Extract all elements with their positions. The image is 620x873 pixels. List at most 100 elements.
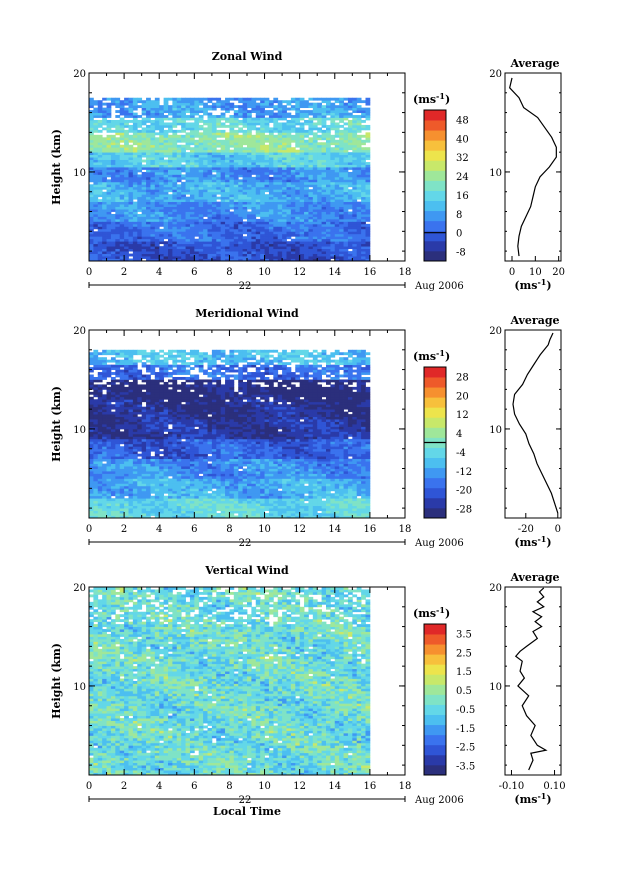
heatmap-cell xyxy=(299,97,305,101)
heatmap-cell xyxy=(172,258,178,262)
heatmap-cell xyxy=(290,196,296,200)
heatmap-cell xyxy=(141,451,147,455)
heatmap-cell xyxy=(207,236,213,240)
heatmap-cell xyxy=(238,105,244,109)
heatmap-cell xyxy=(220,226,226,230)
heatmap-cell xyxy=(238,186,244,190)
heatmap-cell xyxy=(247,176,252,180)
heatmap-cell xyxy=(299,238,305,242)
heatmap-cell xyxy=(339,214,344,217)
heatmap-cell xyxy=(93,211,99,215)
heatmap-cell xyxy=(361,164,366,168)
heatmap-cell xyxy=(146,218,151,222)
heatmap-cell xyxy=(168,238,173,242)
heatmap-cell xyxy=(141,453,147,457)
heatmap-cell xyxy=(194,248,200,252)
heatmap-cell xyxy=(251,241,257,245)
heatmap-cell xyxy=(339,238,344,242)
heatmap-cell xyxy=(304,186,309,190)
colorbar-swatch xyxy=(424,210,446,222)
heatmap-cell xyxy=(124,369,129,373)
heatmap-cell xyxy=(317,241,323,245)
heatmap-cell xyxy=(260,139,265,143)
heatmap-cell xyxy=(172,97,178,101)
heatmap-cell xyxy=(203,129,208,133)
heatmap-cell xyxy=(334,256,340,259)
heatmap-cell xyxy=(356,196,362,200)
heatmap-cell xyxy=(119,211,125,215)
heatmap-cell xyxy=(264,97,270,101)
heatmap-cell xyxy=(146,508,151,511)
heatmap-cell xyxy=(273,221,279,225)
heatmap-cell xyxy=(189,169,195,173)
heatmap-cell xyxy=(347,142,353,146)
heatmap-cell xyxy=(255,189,261,193)
heatmap-cell xyxy=(317,184,323,188)
heatmap-cell xyxy=(251,231,257,235)
heatmap-cell xyxy=(290,211,296,215)
heatmap-cell xyxy=(251,196,257,200)
colorbar-swatch xyxy=(424,170,446,181)
heatmap-cell xyxy=(89,483,94,487)
heatmap-cell xyxy=(93,127,99,131)
heatmap-cell xyxy=(312,241,318,245)
heatmap-cell xyxy=(225,171,230,175)
heatmap-cell xyxy=(124,473,129,477)
heatmap-cell xyxy=(119,243,125,247)
heatmap-cell xyxy=(181,238,186,242)
heatmap-cell xyxy=(97,102,103,106)
heatmap-cell xyxy=(290,228,296,232)
heatmap-cell xyxy=(312,142,318,146)
heatmap-cell xyxy=(225,107,230,111)
heatmap-cell xyxy=(207,248,213,252)
heatmap-cell xyxy=(203,233,208,237)
heatmap-cell xyxy=(106,137,112,141)
heatmap-cell xyxy=(128,401,134,405)
heatmap-cell xyxy=(282,221,287,225)
heatmap-cell xyxy=(141,209,147,212)
heatmap-cell xyxy=(93,458,99,462)
heatmap-cell xyxy=(141,424,147,427)
heatmap-cell xyxy=(321,196,327,200)
heatmap-cell xyxy=(251,110,257,113)
heatmap-cell xyxy=(154,199,160,203)
heatmap-cell xyxy=(119,189,125,193)
heatmap-cell xyxy=(93,159,99,163)
heatmap-cell xyxy=(146,214,151,217)
heatmap-cell xyxy=(93,223,99,227)
heatmap-cell xyxy=(203,112,208,116)
heatmap-cell xyxy=(211,139,217,143)
heatmap-cell xyxy=(211,127,217,131)
heatmap-cell xyxy=(119,105,125,109)
heatmap-cell xyxy=(286,196,292,200)
heatmap-cell xyxy=(115,367,121,370)
heatmap-cell xyxy=(115,186,121,190)
heatmap-cell xyxy=(326,256,331,259)
heatmap-cell xyxy=(347,115,353,118)
heatmap-cell xyxy=(106,191,112,195)
heatmap-cell xyxy=(172,139,178,143)
heatmap-cell xyxy=(238,107,244,111)
heatmap-cell xyxy=(137,391,143,395)
heatmap-cell xyxy=(128,204,134,207)
heatmap-cell xyxy=(172,171,178,175)
heatmap-cell xyxy=(181,97,186,101)
heatmap-cell xyxy=(154,159,160,163)
heatmap-cell xyxy=(330,248,336,252)
heatmap-cell xyxy=(207,194,213,198)
heatmap-cell xyxy=(137,100,143,104)
heatmap-cell xyxy=(220,238,226,242)
heatmap-cell xyxy=(119,154,125,158)
heatmap-cell xyxy=(128,468,134,472)
heatmap-cell xyxy=(154,107,160,111)
heatmap-cell xyxy=(264,251,270,254)
heatmap-cell xyxy=(89,137,94,141)
heatmap-cell xyxy=(110,164,116,168)
heatmap-cell xyxy=(361,221,366,225)
heatmap-cell xyxy=(185,214,191,217)
heatmap-cell xyxy=(198,228,204,232)
heatmap-cell xyxy=(339,159,344,163)
heatmap-cell xyxy=(339,194,344,198)
heatmap-cell xyxy=(299,206,305,210)
heatmap-cell xyxy=(352,137,358,141)
